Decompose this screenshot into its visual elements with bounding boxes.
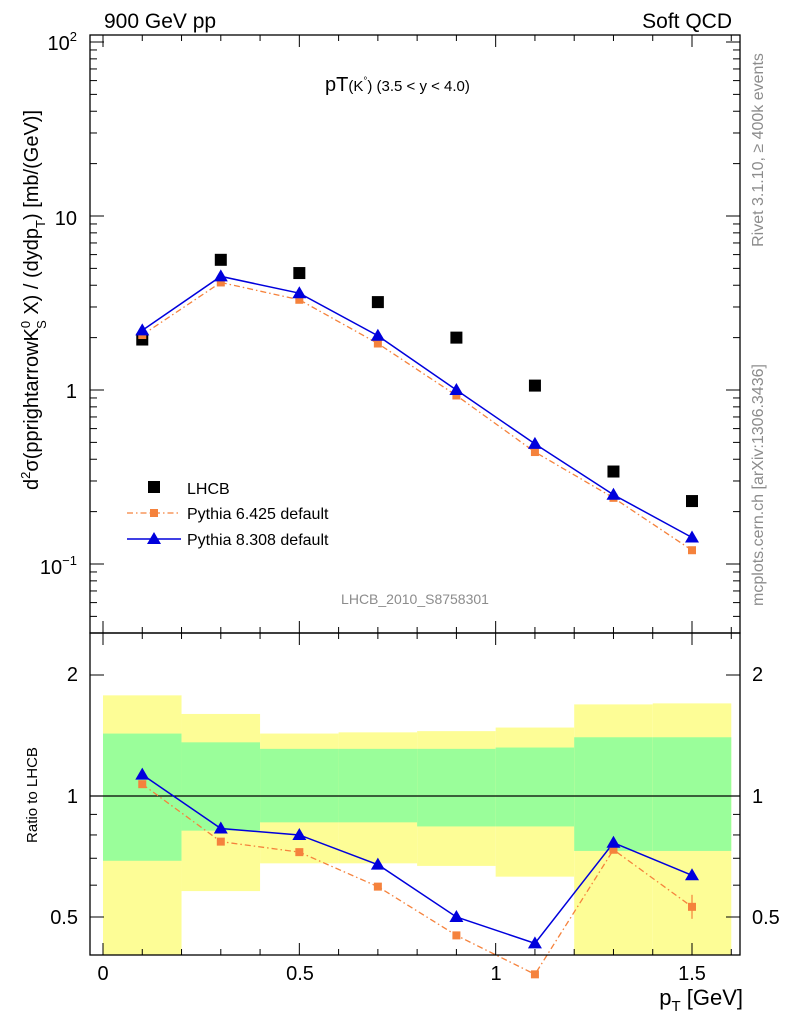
analysis-watermark: LHCB_2010_S8758301 <box>341 591 489 607</box>
main-markers <box>135 253 699 555</box>
ratio-frame <box>89 632 741 956</box>
mcplots-label: mcplots.cern.ch [arXiv:1306.3436] <box>750 364 767 606</box>
ratio-y-tick-left-2: 2 <box>67 664 78 686</box>
ratio-panel: 2 1 0.5 2 1 0.5 Ratio to LHCB 0 0.5 1 1.… <box>24 632 780 1015</box>
point-lhcb <box>686 495 698 508</box>
point-lhcb <box>607 465 620 478</box>
legend-marker-pythia8 <box>147 532 161 544</box>
ratio-point-pythia8 <box>685 868 699 881</box>
y-tick-1: 1 <box>66 381 77 403</box>
ratio-point-pythia8 <box>213 821 228 834</box>
point-pythia8 <box>685 530 699 543</box>
ratio-point-pythia6 <box>452 931 461 940</box>
band-green <box>103 733 182 861</box>
point-pythia6 <box>295 295 304 304</box>
x-tick-1: 1 <box>490 963 501 985</box>
ratio-ticks <box>90 633 740 955</box>
ratio-y-label: Ratio to LHCB <box>24 747 41 843</box>
x-tick-1p5: 1.5 <box>678 963 706 985</box>
x-axis-label: pT [GeV] <box>659 985 743 1015</box>
ratio-line-pythia6 <box>141 783 693 976</box>
main-series-lines <box>141 275 693 551</box>
y-tick-0p1: 10−1 <box>40 553 77 579</box>
legend-label-pythia6: Pythia 6.425 default <box>187 506 329 523</box>
main-line-pythia8 <box>141 275 693 539</box>
band-green <box>495 747 575 827</box>
ratio-markers <box>135 767 699 979</box>
point-lhcb <box>371 296 384 309</box>
point-pythia8 <box>606 487 621 500</box>
band-green <box>652 737 732 851</box>
point-pythia6 <box>688 546 696 555</box>
x-tick-0p5: 0.5 <box>286 963 314 985</box>
band-green <box>181 742 261 831</box>
y-tick-100: 102 <box>48 29 77 55</box>
point-lhcb <box>293 267 306 280</box>
ratio-y-tick-right-2: 2 <box>752 664 763 686</box>
band-green <box>417 748 496 827</box>
band-green <box>260 748 339 823</box>
legend-marker-lhcb <box>148 481 160 493</box>
main-ticks <box>90 35 740 633</box>
ratio-point-pythia8 <box>449 910 464 922</box>
point-pythia6 <box>373 339 382 348</box>
main-line-pythia6 <box>141 281 693 551</box>
point-pythia8 <box>292 286 307 299</box>
point-pythia6 <box>452 391 461 400</box>
point-lhcb <box>450 331 463 344</box>
legend-label-lhcb: LHCB <box>187 481 230 498</box>
ratio-bands <box>103 695 732 955</box>
point-pythia8 <box>527 436 542 449</box>
ratio-line-pythia8 <box>141 774 693 945</box>
point-lhcb <box>528 379 541 392</box>
point-lhcb <box>214 253 227 266</box>
ratio-point-pythia6 <box>373 882 382 891</box>
ratio-point-pythia8 <box>527 936 542 949</box>
ratio-y-tick-left-0p5: 0.5 <box>50 907 78 929</box>
ratio-point-pythia6 <box>295 848 304 857</box>
ratio-point-pythia8 <box>292 827 307 840</box>
point-pythia6 <box>216 278 225 287</box>
main-panel: 102 10 1 10−1 pT(K°) (3.5 < y < 4.0) d2σ… <box>18 29 741 634</box>
header-left: 900 GeV pp <box>104 10 216 33</box>
point-pythia8 <box>449 383 464 395</box>
legend-label-pythia8: Pythia 8.308 default <box>187 532 329 549</box>
point-pythia6 <box>530 448 539 457</box>
ratio-point-pythia6 <box>138 780 147 789</box>
ratio-point-pythia6 <box>609 845 618 854</box>
ratio-y-tick-right-1: 1 <box>752 786 763 808</box>
y-tick-10: 10 <box>55 208 77 230</box>
legend: LHCB Pythia 6.425 default Pythia 8.308 d… <box>127 481 329 549</box>
ratio-point-pythia6 <box>530 970 539 979</box>
rivet-label: Rivet 3.1.10, ≥ 400k events <box>750 53 767 247</box>
ratio-point-pythia6 <box>216 837 225 846</box>
header-right: Soft QCD <box>642 10 732 33</box>
main-title: pT(K°) (3.5 < y < 4.0) <box>325 74 470 96</box>
ratio-point-pythia8 <box>135 767 150 780</box>
point-pythia8 <box>135 323 150 336</box>
band-green <box>574 737 653 851</box>
point-pythia8 <box>213 269 228 282</box>
band-green <box>338 748 418 823</box>
x-tick-0: 0 <box>97 963 108 985</box>
ratio-point-pythia8 <box>370 857 385 870</box>
ratio-point-pythia8 <box>606 835 621 848</box>
legend-marker-pythia6 <box>150 509 158 517</box>
ratio-y-tick-left-1: 1 <box>67 786 78 808</box>
main-y-label: d2σ(pprightarrowK0S X) / (dydpT) [mb/(Ge… <box>18 110 49 490</box>
ratio-series-lines <box>141 774 693 976</box>
ratio-y-tick-right-0p5: 0.5 <box>752 907 780 929</box>
point-pythia8 <box>370 328 385 341</box>
